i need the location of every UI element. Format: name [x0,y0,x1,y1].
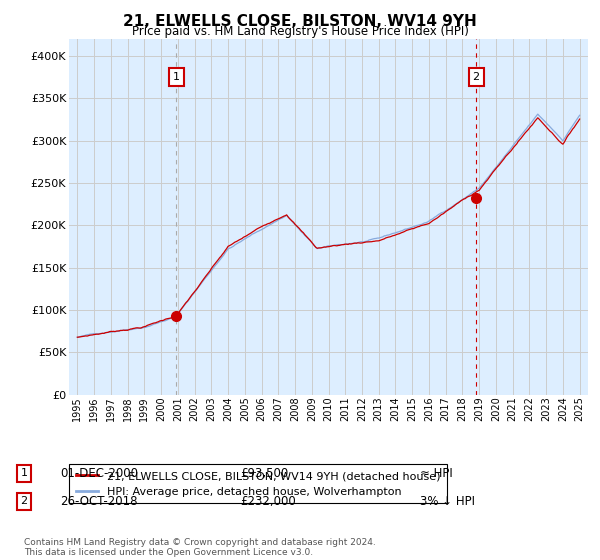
Text: 3% ↓ HPI: 3% ↓ HPI [420,494,475,508]
Text: 2: 2 [473,72,480,82]
Text: 26-OCT-2018: 26-OCT-2018 [60,494,137,508]
Text: 21, ELWELLS CLOSE, BILSTON, WV14 9YH: 21, ELWELLS CLOSE, BILSTON, WV14 9YH [123,14,477,29]
Text: Price paid vs. HM Land Registry's House Price Index (HPI): Price paid vs. HM Land Registry's House … [131,25,469,38]
Text: Contains HM Land Registry data © Crown copyright and database right 2024.
This d: Contains HM Land Registry data © Crown c… [24,538,376,557]
Text: 1: 1 [20,468,28,478]
Text: 1: 1 [173,72,180,82]
Legend: 21, ELWELLS CLOSE, BILSTON, WV14 9YH (detached house), HPI: Average price, detac: 21, ELWELLS CLOSE, BILSTON, WV14 9YH (de… [70,464,448,503]
Text: 2: 2 [20,496,28,506]
Text: £93,500: £93,500 [240,466,288,480]
Text: 01-DEC-2000: 01-DEC-2000 [60,466,138,480]
Text: ≈ HPI: ≈ HPI [420,466,453,480]
Text: £232,000: £232,000 [240,494,296,508]
